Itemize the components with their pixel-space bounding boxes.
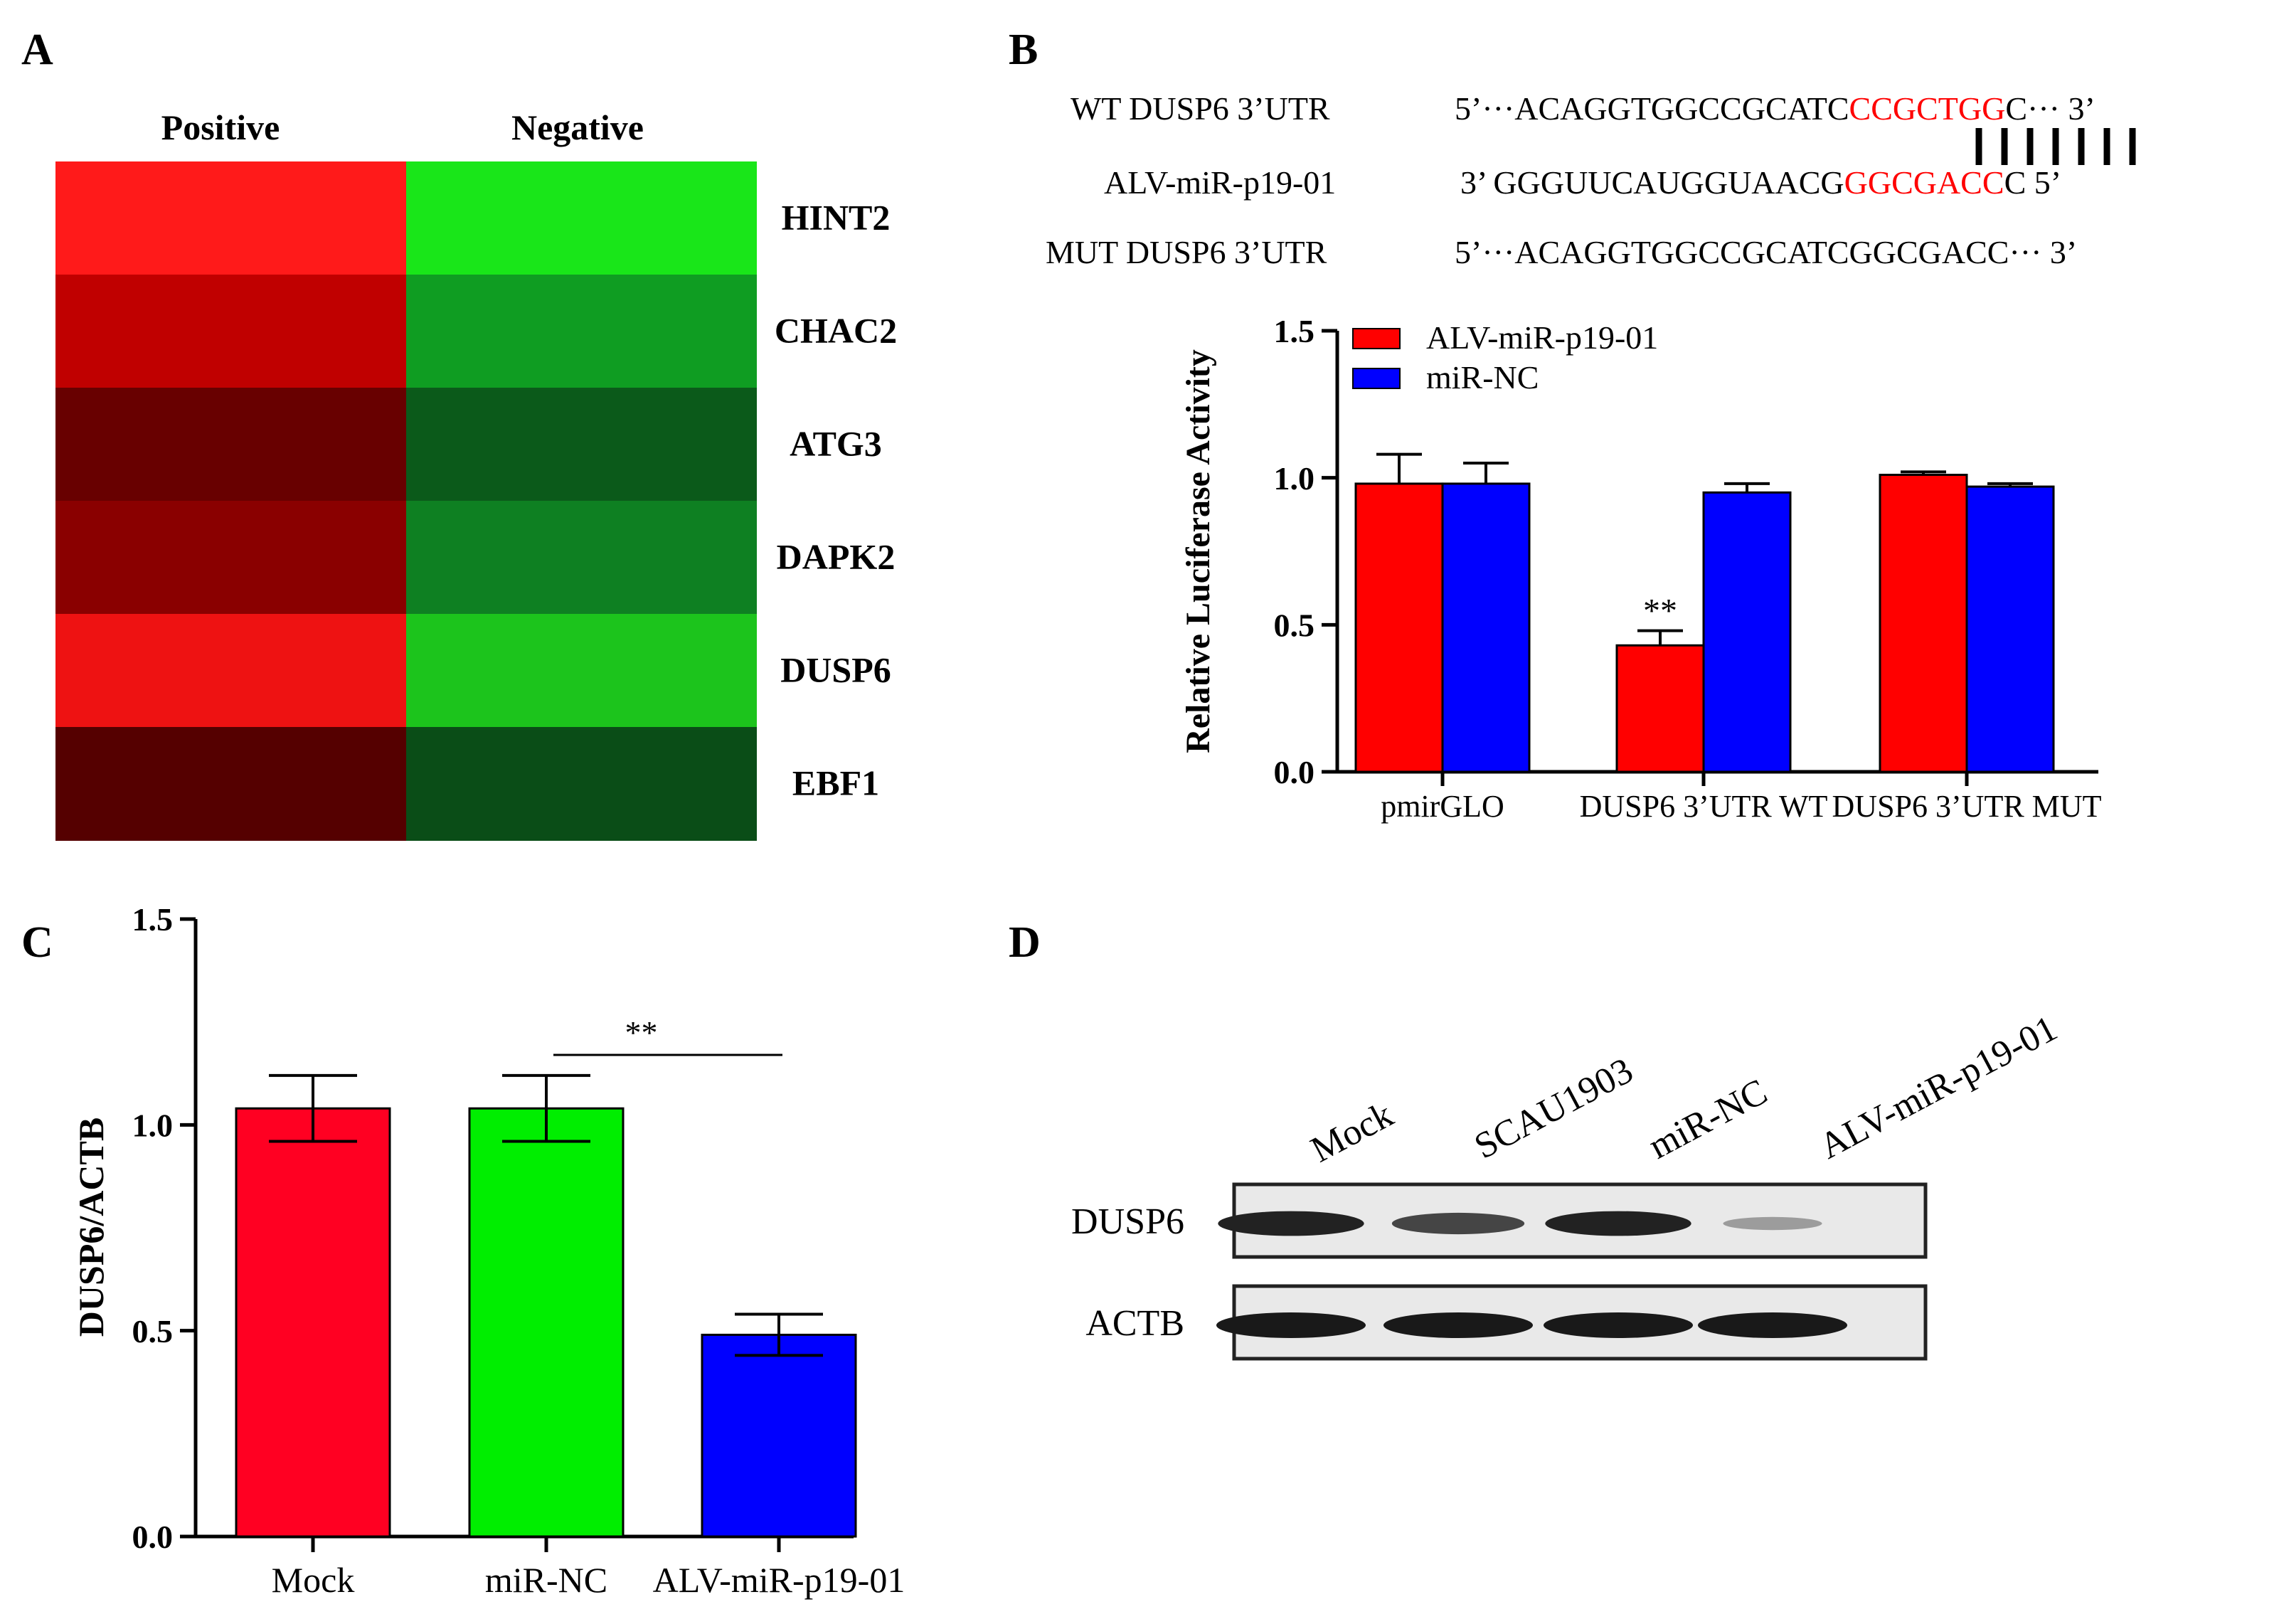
heatmap-cell-positive-dapk2	[55, 501, 406, 615]
heatmap-row-label-dusp6: DUSP6	[780, 650, 891, 690]
heatmap-cell-negative-atg3	[406, 388, 757, 501]
chart-b-bars: **	[1354, 452, 2055, 773]
legend-swatch-mir-nc	[1352, 368, 1401, 389]
chart-b-category-labels: pmirGLO DUSP6 3’UTR WT DUSP6 3’UTR MUT	[1381, 772, 2102, 824]
chart-b-y-tick-label: 1.5	[1274, 313, 1315, 349]
mirna-sequence-start: 3’ GGGUUCAUGGUAACG	[1460, 164, 1844, 201]
bar-alv-mir-p19-01-dusp6-3-utr-wt	[1615, 644, 1705, 773]
blot-rows: DUSP6 ACTB	[1071, 1182, 1928, 1361]
wt-sequence: 5’···ACAGGTGGCCGCATCCCGCTGGC··· 3’	[1455, 90, 2096, 127]
heatmap-cell-negative-dusp6	[406, 614, 757, 728]
mut-sequence: 5’···ACAGGTGGCCGCATCGGCGACC··· 3’	[1455, 234, 2077, 270]
blot-lane-label-mir-nc: miR-NC	[1642, 1071, 1774, 1167]
chart-c-category-labels: Mock miR-NC ALV-miR-p19-01	[272, 1537, 905, 1600]
chart-c-y-axis-title: DUSP6/ACTB	[71, 1118, 111, 1337]
mirna-seed: GGCGACC	[1844, 164, 2004, 201]
heatmap-row-label-dapk2: DAPK2	[777, 537, 896, 577]
legend-label-alv-mir: ALV-miR-p19-01	[1426, 319, 1658, 356]
heatmap-cell-negative-ebf1	[406, 727, 757, 841]
category-label-mir-nc: miR-NC	[485, 1560, 607, 1600]
panel-label-b: B	[1009, 26, 1038, 74]
category-label-dusp6-3-utr-mut: DUSP6 3’UTR MUT	[1832, 789, 2102, 824]
heatmap-cell-positive-dusp6	[55, 614, 406, 728]
mirna-sequence: 3’ GGGUUCAUGGUAACGGGCGACCC 5’	[1460, 164, 2061, 201]
panel-label-d: D	[1009, 918, 1041, 967]
mut-label: MUT DUSP6 3’UTR	[1046, 234, 1327, 270]
bar-mir-nc-pmirglo	[1441, 482, 1531, 773]
heatmap-column-positive: Positive	[161, 107, 280, 147]
chart-b-y-ticks: 0.0 0.5 1.0 1.5	[1274, 313, 1337, 790]
chart-c-y-tick-label: 0.0	[132, 1519, 174, 1555]
bar-mir-nc	[468, 1107, 625, 1538]
category-label-alv-mir-p19-01: ALV-miR-p19-01	[653, 1560, 905, 1600]
heatmap-row-label-atg3: ATG3	[790, 424, 882, 464]
bar-alv-mir-p19-01	[701, 1333, 857, 1538]
heatmap-row-label-chac2: CHAC2	[775, 311, 897, 351]
base-pairing-lines	[1975, 128, 2136, 165]
heatmap-column-negative: Negative	[511, 107, 644, 147]
legend-label-mir-nc: miR-NC	[1426, 359, 1539, 396]
blot-band-dusp6-mir-nc	[1545, 1211, 1691, 1236]
category-label-dusp6-3-utr-wt: DUSP6 3’UTR WT	[1580, 789, 1828, 824]
blot-band-actb-scau1903	[1383, 1312, 1533, 1338]
wt-seed-match: CCGCTGG	[1849, 90, 2006, 127]
wt-sequence-start: 5’···ACAGGTGGCCGCATC	[1455, 90, 1849, 127]
heatmap-cell-positive-ebf1	[55, 727, 406, 841]
mirna-label: ALV-miR-p19-01	[1104, 164, 1336, 201]
blot-lane-label-mock: Mock	[1305, 1094, 1400, 1170]
blot-row-label-dusp6: DUSP6	[1071, 1201, 1184, 1242]
chart-b-y-tick-label: 1.0	[1274, 460, 1315, 497]
chart-b-y-tick-label: 0.0	[1274, 754, 1315, 790]
heatmap-cells: HINT2 CHAC2 ATG3 DAPK2 DUSP6 EBF1	[55, 161, 897, 841]
western-blot: Mock SCAU1903 miR-NC ALV-miR-p19-01 DUSP6 AC…	[1071, 1008, 2063, 1361]
heatmap-cell-negative-hint2	[406, 161, 757, 275]
heatmap-row-label-ebf1: EBF1	[792, 763, 879, 803]
blot-lane-label-scau1903: SCAU1903	[1468, 1050, 1640, 1167]
sequence-alignment: WT DUSP6 3’UTR 5’···ACAGGTGGCCGCATCCCGCT…	[1046, 90, 2136, 270]
chart-c-y-tick-label: 1.5	[132, 901, 174, 938]
blot-band-actb-mock	[1216, 1312, 1366, 1338]
heatmap-cell-negative-chac2	[406, 275, 757, 388]
luciferase-chart: 0.0 0.5 1.0 1.5 ** pmirGLO DUSP6 3’UTR WT DUS…	[1179, 313, 2102, 824]
chart-b-y-tick-label: 0.5	[1274, 607, 1315, 643]
dusp6-expression-chart: 0.0 0.5 1.0 1.5 ** Mock miR-NC ALV-miR-p19-01…	[71, 901, 905, 1600]
bar-mock	[235, 1107, 391, 1538]
panel-label-a: A	[21, 26, 53, 74]
blot-band-actb-mir-nc	[1544, 1312, 1693, 1338]
bar-alv-mir-p19-01-dusp6-3-utr-mut	[1879, 474, 1968, 773]
heatmap-cell-positive-chac2	[55, 275, 406, 388]
chart-b-legend: ALV-miR-p19-01 miR-NC	[1352, 319, 1658, 396]
blot-lane-labels: Mock SCAU1903 miR-NC ALV-miR-p19-01	[1305, 1008, 2063, 1170]
heatmap-row-label-hint2: HINT2	[782, 198, 891, 238]
blot-band-actb-alv-mir-p19-01	[1698, 1312, 1847, 1338]
wt-sequence-end: C··· 3’	[2005, 90, 2095, 127]
category-label-mock: Mock	[272, 1560, 355, 1600]
legend-swatch-alv-mir	[1352, 328, 1401, 349]
blot-row-label-actb: ACTB	[1085, 1303, 1184, 1344]
chart-c-y-tick-label: 0.5	[132, 1313, 174, 1349]
mirna-sequence-end: C 5’	[2004, 164, 2062, 201]
significance-marker: **	[625, 1014, 658, 1051]
chart-c-bars: **	[235, 1014, 857, 1538]
wt-label: WT DUSP6 3’UTR	[1071, 90, 1330, 127]
heatmap-cell-positive-atg3	[55, 388, 406, 501]
chart-b-y-axis-title: Relative Luciferase Activity	[1179, 349, 1217, 753]
blot-band-dusp6-mock	[1218, 1211, 1364, 1236]
category-label-pmirglo: pmirGLO	[1381, 789, 1504, 824]
bar-mir-nc-dusp6-3-utr-wt	[1702, 491, 1792, 773]
heatmap-cell-positive-hint2	[55, 161, 406, 275]
significance-marker: **	[1643, 593, 1677, 630]
blot-band-dusp6-alv-mir-p19-01	[1723, 1216, 1822, 1231]
heatmap-cell-negative-dapk2	[406, 501, 757, 615]
blot-band-dusp6-scau1903	[1391, 1212, 1525, 1235]
bar-mir-nc-dusp6-3-utr-mut	[1965, 485, 2055, 773]
chart-c-y-ticks: 0.0 0.5 1.0 1.5	[132, 901, 196, 1555]
blot-lane-label-alv-mir-p19-01: ALV-miR-p19-01	[1813, 1008, 2063, 1167]
chart-c-y-tick-label: 1.0	[132, 1107, 174, 1143]
heatmap: Positive Negative HINT2 CHAC2 ATG3 DAPK2 DUS…	[55, 107, 897, 841]
bar-alv-mir-p19-01-pmirglo	[1354, 482, 1444, 773]
panel-label-c: C	[21, 918, 53, 967]
